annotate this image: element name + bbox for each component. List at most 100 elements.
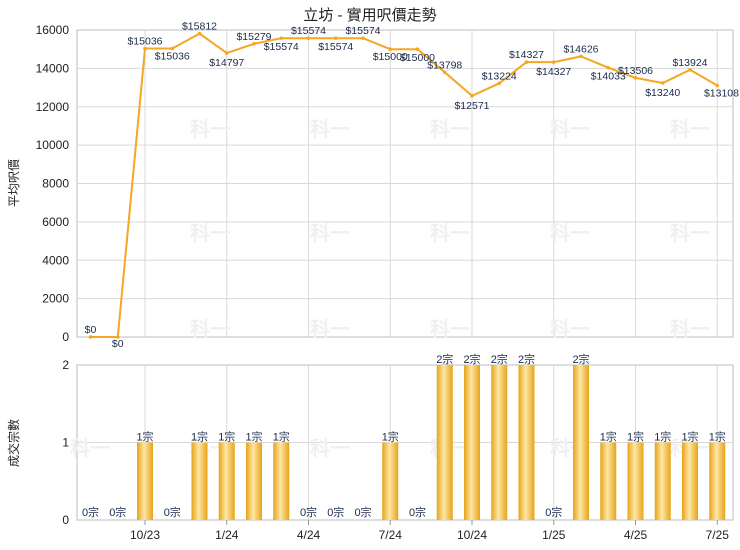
price-series-line (90, 32, 718, 338)
volume-bar-label: 1宗 (709, 430, 726, 444)
price-point-label: $15812 (182, 21, 217, 33)
price-ylabel: 平均呎價 (7, 159, 21, 207)
price-point (252, 42, 256, 46)
price-point (715, 83, 720, 88)
volume-bar-label: 1宗 (136, 430, 153, 444)
price-point-label: $14626 (563, 43, 598, 55)
price-point-label: $14797 (209, 57, 244, 69)
volume-ytick-label: 2 (62, 358, 69, 372)
watermark: 科一 (550, 221, 590, 245)
price-ytick-label: 8000 (42, 177, 69, 191)
volume-bar-label: 0宗 (164, 505, 181, 519)
volume-bar (491, 365, 508, 520)
price-point-label: $12571 (454, 100, 489, 112)
volume-bar (600, 442, 617, 520)
volume-bar-label: 1宗 (654, 430, 671, 444)
price-point (306, 36, 311, 40)
price-point (170, 46, 175, 51)
volume-xtick-label: 1/24 (215, 528, 239, 542)
volume-xtick-label: 1/25 (542, 528, 566, 542)
volume-bar (246, 442, 262, 520)
price-point (115, 335, 120, 339)
price-point (361, 36, 365, 40)
volume-bar-label: 2宗 (518, 352, 535, 366)
price-point (197, 31, 202, 36)
price-point (688, 68, 692, 72)
watermark: 科一 (190, 221, 230, 245)
price-ytick-label: 2000 (42, 292, 69, 306)
volume-bar-label: 1宗 (273, 430, 290, 444)
price-point (88, 335, 93, 339)
volume-xtick-label: 10/23 (130, 528, 160, 542)
volume-bar (573, 365, 589, 520)
price-point (633, 76, 638, 80)
chart-title: 立坊 - 實用呎價走勢 (303, 6, 436, 24)
price-point-label: $15036 (155, 50, 190, 62)
volume-ylabel: 成交宗數 (6, 419, 21, 467)
price-ytick-label: 16000 (36, 23, 70, 37)
watermark: 科一 (430, 317, 470, 341)
volume-bar (518, 365, 535, 520)
volume-bar-label: 0宗 (409, 505, 426, 519)
volume-xtick-label: 7/24 (379, 528, 403, 542)
volume-bar (627, 442, 644, 520)
volume-bar-label: 1宗 (218, 430, 235, 444)
watermark: 科一 (310, 317, 350, 341)
price-point-label: $15000 (400, 52, 435, 64)
watermark: 科一 (310, 436, 350, 460)
volume-bar-label: 0宗 (545, 505, 562, 519)
price-point-label: $14327 (509, 49, 544, 61)
volume-bar-label: 1宗 (245, 430, 262, 444)
volume-bar (654, 442, 671, 520)
price-point (442, 70, 447, 75)
price-point-label: $15574 (345, 25, 380, 37)
price-point (551, 60, 556, 64)
price-ytick-label: 6000 (42, 215, 69, 229)
price-point (470, 93, 474, 98)
watermark: 科一 (430, 221, 470, 245)
price-point (524, 60, 529, 64)
watermark: 科一 (310, 221, 350, 245)
volume-panel: 10/23 1/24 4/24 7/24 10/24 1/25 4/25 7/25 0 1 2 科一 科… (6, 352, 734, 542)
price-ytick-label: 0 (62, 330, 69, 344)
volume-bar (273, 442, 290, 520)
watermark: 科一 (430, 117, 470, 141)
volume-xtick-label: 7/25 (706, 528, 730, 542)
price-point-label: $15279 (236, 31, 271, 43)
price-point-label: $14327 (536, 66, 571, 78)
volume-bar-label: 1宗 (681, 430, 698, 444)
price-point-label: $15000 (373, 51, 408, 63)
volume-bar (137, 442, 153, 520)
watermark: 科一 (670, 221, 710, 245)
price-point-label: $13506 (618, 65, 653, 77)
watermark: 科一 (190, 117, 230, 141)
volume-bar-label: 0宗 (300, 505, 317, 519)
price-point (579, 54, 583, 59)
volume-bar (382, 442, 399, 520)
volume-bar (464, 365, 480, 520)
watermark: 科一 (550, 317, 590, 341)
price-ytick-label: 10000 (36, 138, 70, 152)
price-ytick-label: 14000 (36, 61, 70, 75)
watermark: 科一 (70, 436, 110, 460)
price-point-label: $0 (112, 338, 124, 350)
volume-bar (218, 442, 235, 520)
price-point-label: $15574 (264, 41, 299, 53)
volume-bar-label: 1宗 (600, 430, 617, 444)
watermark: 科一 (190, 317, 230, 341)
volume-bar (682, 442, 698, 520)
price-point-label: $15036 (127, 35, 162, 47)
price-point (660, 81, 665, 85)
volume-bar-label: 2宗 (436, 352, 453, 366)
watermark: 科一 (670, 317, 710, 341)
volume-xtick-label: 4/25 (624, 528, 648, 542)
volume-bar-label: 1宗 (627, 430, 644, 444)
volume-bar (436, 365, 453, 520)
price-point (388, 47, 393, 51)
price-point-label: $0 (85, 324, 97, 336)
volume-bar-label: 2宗 (463, 352, 480, 366)
price-point (333, 36, 338, 40)
volume-bar-label: 2宗 (572, 352, 589, 366)
volume-ytick-label: 0 (62, 513, 69, 527)
price-point-label: $13924 (672, 57, 707, 69)
